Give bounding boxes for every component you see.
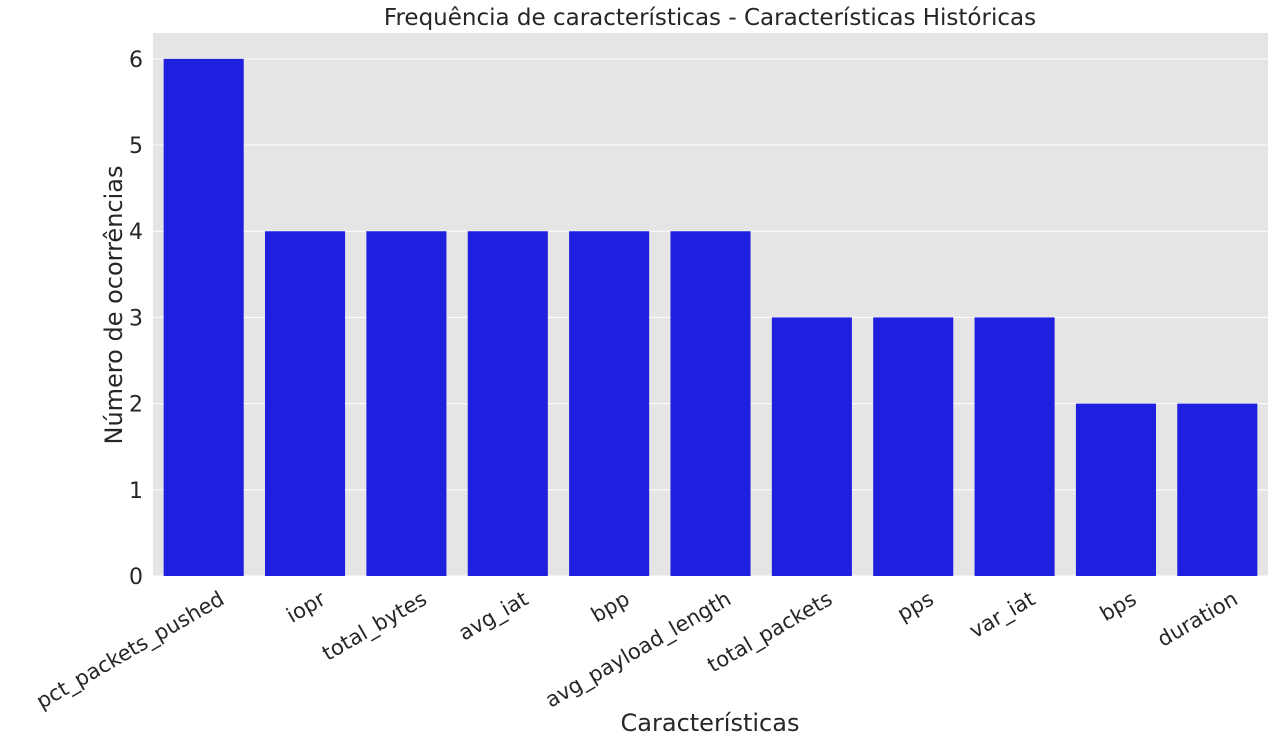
x-tick-label: pct_packets_pushed bbox=[32, 587, 229, 715]
chart-title: Frequência de características - Caracter… bbox=[384, 5, 1036, 31]
y-tick-label: 1 bbox=[129, 479, 143, 504]
y-tick-label: 5 bbox=[129, 134, 143, 159]
x-tick-label: bpp bbox=[587, 587, 634, 628]
y-axis-ticks: 0 1 2 3 4 5 6 bbox=[129, 48, 143, 590]
bar-total_packets bbox=[771, 317, 852, 576]
x-tick-label: pps bbox=[893, 587, 938, 627]
bar-avg_payload_length bbox=[670, 231, 751, 576]
y-axis-label: Número de ocorrências bbox=[100, 166, 128, 445]
x-tick-label: duration bbox=[1153, 587, 1242, 652]
bar-avg_iat bbox=[467, 231, 548, 576]
y-tick-label: 4 bbox=[129, 220, 143, 245]
x-axis-label: Características bbox=[621, 709, 800, 737]
y-tick-label: 3 bbox=[129, 306, 143, 331]
bars bbox=[163, 58, 1258, 577]
bar-bps bbox=[1075, 403, 1156, 576]
y-tick-label: 2 bbox=[129, 393, 143, 418]
x-tick-label: avg_iat bbox=[454, 587, 532, 647]
y-tick-label: 6 bbox=[129, 48, 143, 73]
bar-pct_packets_pushed bbox=[163, 58, 244, 577]
bar-pps bbox=[873, 317, 954, 576]
x-tick-label: iopr bbox=[282, 586, 330, 627]
x-tick-label: var_iat bbox=[965, 587, 1039, 644]
x-tick-label: total_bytes bbox=[318, 587, 431, 667]
x-tick-label: avg_payload_length bbox=[541, 587, 735, 714]
bar-duration bbox=[1177, 403, 1258, 576]
bar-iopr bbox=[265, 231, 346, 576]
bar-var_iat bbox=[974, 317, 1055, 576]
x-tick-label: bps bbox=[1096, 587, 1141, 627]
bar-bpp bbox=[569, 231, 650, 576]
bar-total_bytes bbox=[366, 231, 447, 576]
y-tick-label: 0 bbox=[129, 565, 143, 590]
